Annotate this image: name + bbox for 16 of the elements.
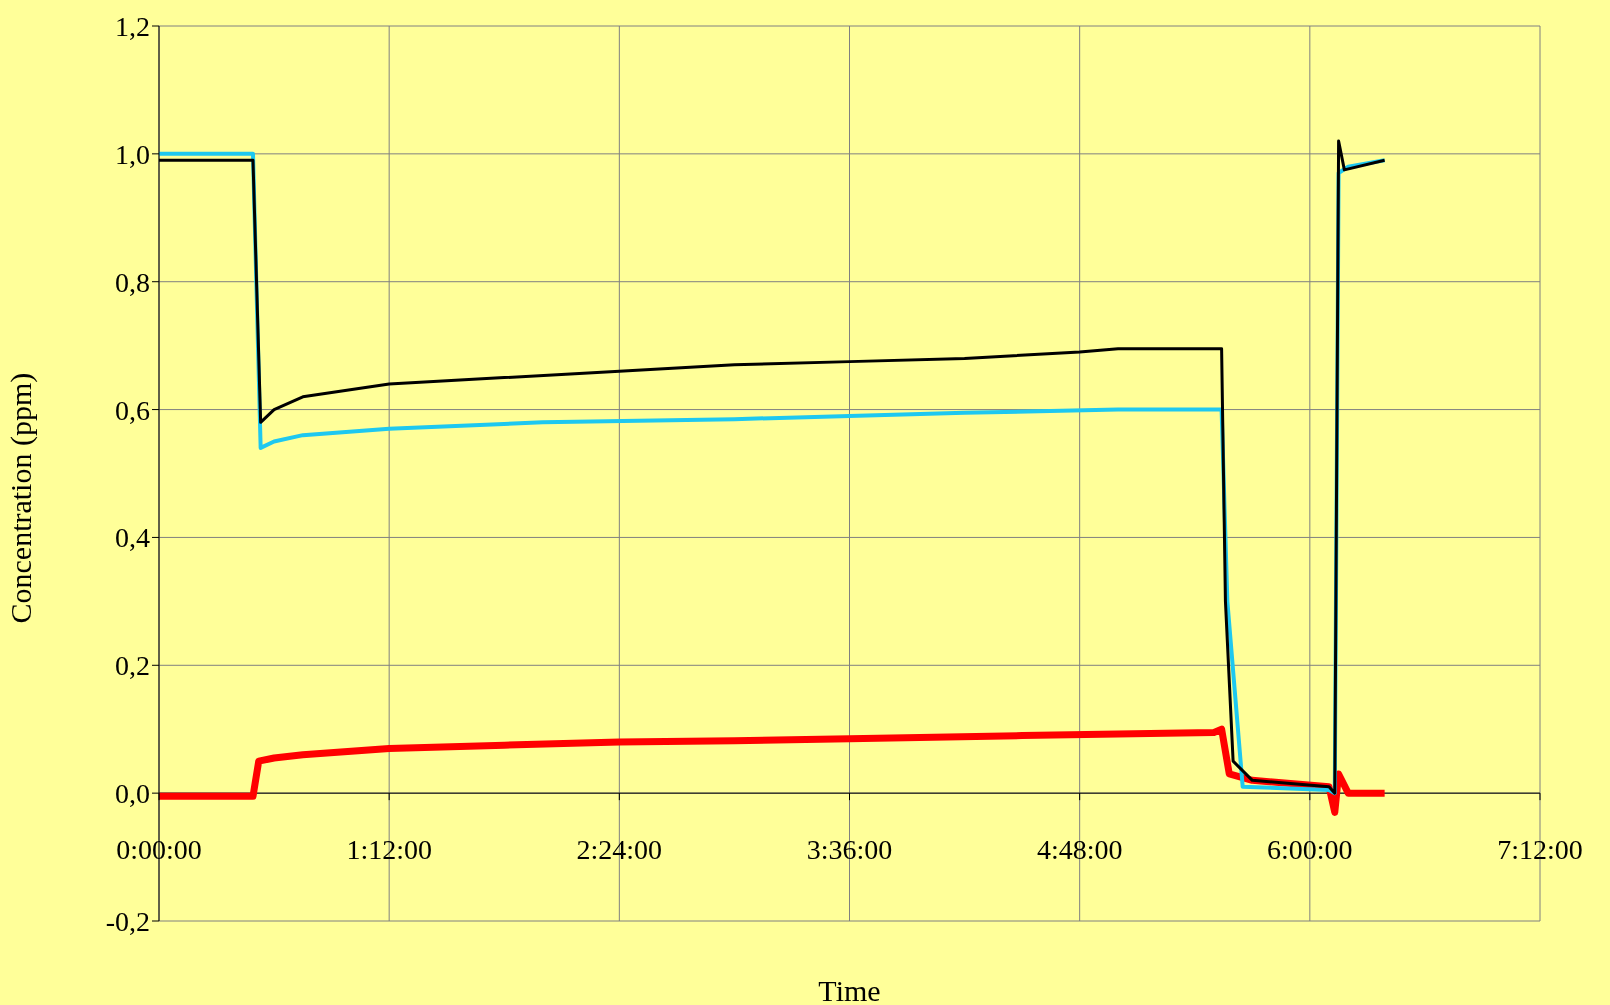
x-tick-label: 7:12:00 [1497, 834, 1583, 866]
y-tick-label: -0,2 [105, 905, 150, 937]
y-tick-label: 0,8 [115, 266, 150, 298]
y-tick-label: 1,2 [115, 10, 150, 42]
x-tick-label: 3:36:00 [806, 834, 893, 866]
y-tick-label: 0,0 [115, 778, 150, 810]
x-tick-label: 4:48:00 [1036, 834, 1123, 866]
y-tick-label: 0,4 [115, 522, 150, 554]
y-tick-label: 1,0 [115, 138, 150, 170]
y-axis-title: Concentration (ppm) [3, 372, 38, 624]
x-tick-label: 2:24:00 [576, 834, 663, 866]
x-tick-label: 1:12:00 [346, 834, 432, 866]
x-axis-title: Time [818, 974, 881, 1005]
y-tick-label: 0,6 [115, 394, 150, 426]
x-tick-label: 6:00:00 [1267, 834, 1353, 866]
y-tick-label: 0,2 [115, 650, 150, 682]
